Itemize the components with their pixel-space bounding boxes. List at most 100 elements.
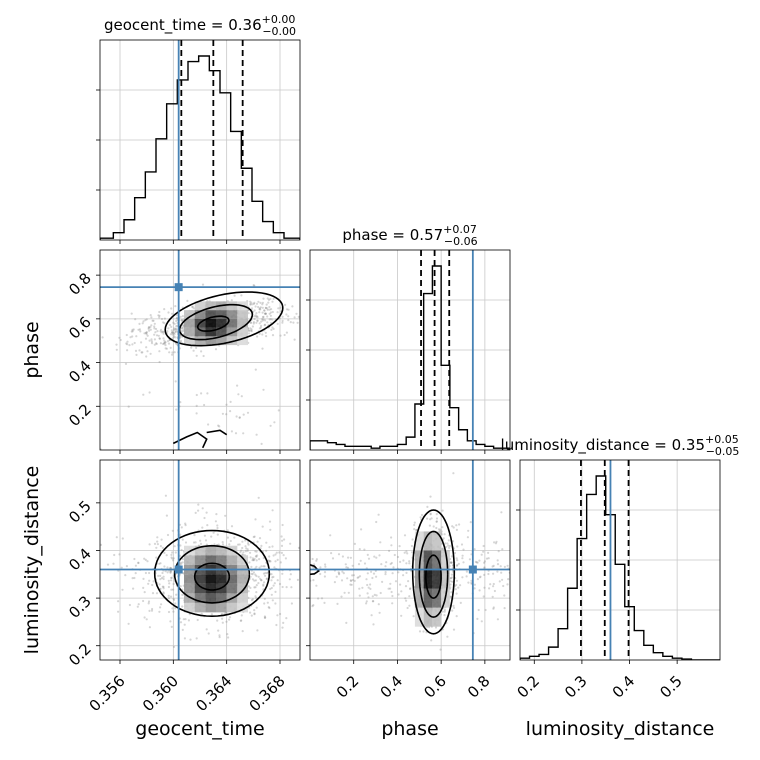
x-tick-label: 0.356 xyxy=(86,672,129,715)
marginal-plot-area xyxy=(520,460,720,660)
density-cell xyxy=(205,545,216,556)
density-cell xyxy=(184,336,195,346)
histogram-step xyxy=(100,55,300,240)
marginal-panel-luminosity_distance: luminosity_distance = 0.35+0.05 −0.05 xyxy=(501,433,740,664)
density-cell xyxy=(237,310,248,319)
density-cell xyxy=(184,593,195,603)
x-tick-label: 0.4 xyxy=(609,672,639,702)
density-cell xyxy=(216,602,227,613)
y-tick-label: 0.6 xyxy=(65,313,95,343)
joint-plot-area xyxy=(100,460,300,660)
histogram-step xyxy=(520,475,720,660)
contour-line xyxy=(178,303,254,341)
density-cell xyxy=(205,310,216,319)
density-cell xyxy=(194,602,206,613)
y-tick-label: 0.2 xyxy=(65,640,95,670)
density-cell xyxy=(226,574,238,584)
density-cell xyxy=(226,583,238,594)
density-cell xyxy=(205,318,216,328)
title-value: luminosity_distance = 0.35 xyxy=(501,436,705,455)
contour-line xyxy=(424,554,442,599)
density-cell xyxy=(414,550,424,570)
joint-panel-geocent_time-phase xyxy=(96,249,301,454)
density-cell xyxy=(184,574,195,584)
density-cell xyxy=(423,607,433,627)
joint-panel-phase-luminosity_distance xyxy=(306,459,511,664)
density-cell xyxy=(423,588,433,608)
y-tick-label: 0.3 xyxy=(65,592,95,622)
density-cell xyxy=(216,545,227,556)
contour-line xyxy=(172,431,208,449)
marginal-plot-area xyxy=(100,40,300,240)
y-tick-label: 0.4 xyxy=(65,545,95,575)
histogram-step xyxy=(310,265,510,450)
density-cell xyxy=(194,574,206,584)
density-cell xyxy=(205,327,216,337)
density-cell xyxy=(205,555,216,565)
x-axis-label: geocent_time xyxy=(135,718,264,740)
joint-plot-area xyxy=(310,460,510,660)
density-cell xyxy=(226,555,238,565)
x-tick-label: 0.364 xyxy=(192,672,235,715)
density-cell xyxy=(205,336,216,346)
joint-panel-geocent_time-luminosity_distance xyxy=(96,459,301,664)
density-cell xyxy=(184,602,195,613)
scatter-points xyxy=(310,472,510,651)
panel-title: phase = 0.57+0.07 −0.06 xyxy=(342,223,477,248)
density-cell xyxy=(237,593,248,603)
density-cell xyxy=(432,531,442,551)
density-cell xyxy=(237,555,248,565)
x-tick-label: 0.3 xyxy=(561,672,591,702)
y-tick-label: 0.2 xyxy=(65,400,95,430)
density-cell xyxy=(237,318,248,328)
y-tick-label: 0.5 xyxy=(65,497,95,527)
density-cell xyxy=(237,336,248,346)
title-value: phase = 0.57 xyxy=(342,226,443,244)
density-cell xyxy=(237,602,248,613)
density-cell xyxy=(184,327,195,337)
panel-title: luminosity_distance = 0.35+0.05 −0.05 xyxy=(501,433,740,458)
density-cell xyxy=(226,602,238,613)
contour-line xyxy=(193,562,231,591)
density-cell xyxy=(441,569,450,589)
x-tick-label: 0.368 xyxy=(246,672,289,715)
title-lower-error: −0.00 xyxy=(262,25,296,38)
density-cell xyxy=(216,593,227,603)
density-cell xyxy=(414,531,424,551)
density-cell xyxy=(432,550,442,570)
marginal-panel-phase: phase = 0.57+0.07 −0.06 xyxy=(306,223,511,454)
density-cell xyxy=(226,310,238,319)
density-cell xyxy=(441,550,450,570)
density-cell xyxy=(205,602,216,613)
truth-marker xyxy=(174,565,183,574)
contour-line xyxy=(164,291,284,347)
title-lower-error: −0.06 xyxy=(444,235,478,248)
contour-line xyxy=(310,564,320,576)
density-cell xyxy=(216,336,227,346)
contour-line xyxy=(153,529,271,618)
x-tick-label: 0.4 xyxy=(377,672,407,702)
contour-line xyxy=(411,509,456,635)
density-cell xyxy=(216,327,227,337)
panel-frame xyxy=(99,249,301,451)
marginal-plot-area xyxy=(310,250,510,450)
density-cell xyxy=(194,327,206,337)
density-cell xyxy=(237,583,248,594)
density-cell xyxy=(423,531,433,551)
density-cell xyxy=(205,301,216,311)
x-tick-label: 0.2 xyxy=(333,672,363,702)
density-cell xyxy=(194,555,206,565)
density-cell xyxy=(205,574,216,584)
density-cell xyxy=(226,318,238,328)
density-cell xyxy=(216,318,227,328)
density-cell xyxy=(184,310,195,319)
density-cell xyxy=(205,583,216,594)
density-cell xyxy=(432,607,442,627)
joint-plot-area xyxy=(100,250,300,450)
y-axis-label: luminosity_distance xyxy=(21,466,43,655)
x-axis-label: phase xyxy=(381,718,438,740)
x-tick-label: 0.6 xyxy=(420,672,450,702)
density-cell xyxy=(414,588,424,608)
density-cell xyxy=(432,588,442,608)
